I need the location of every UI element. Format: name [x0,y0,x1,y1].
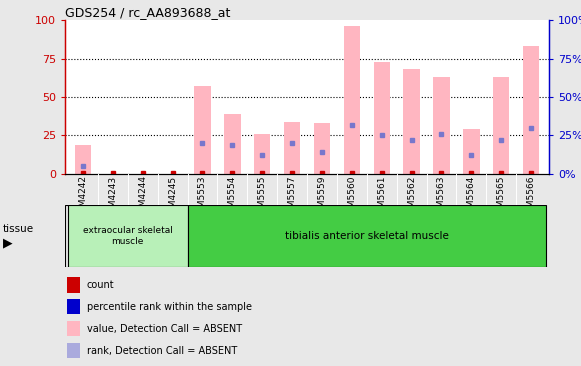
Bar [67,321,80,336]
Text: GSM5554: GSM5554 [228,175,237,219]
Text: GSM4243: GSM4243 [109,175,117,219]
Bar [314,123,330,174]
Text: GSM5565: GSM5565 [497,175,505,219]
Bar [194,86,211,174]
Text: GSM5553: GSM5553 [198,175,207,219]
Text: GSM5561: GSM5561 [377,175,386,219]
Text: GSM5557: GSM5557 [288,175,297,219]
Text: GSM5562: GSM5562 [407,175,416,219]
Bar [374,61,390,174]
Bar [224,114,241,174]
Text: GSM5563: GSM5563 [437,175,446,219]
Text: GSM5564: GSM5564 [467,175,476,219]
Bar [67,299,80,314]
Text: GSM4245: GSM4245 [168,175,177,219]
Bar [188,205,546,267]
Bar [493,77,510,174]
Text: GSM4244: GSM4244 [138,175,147,219]
Bar [254,134,271,174]
Text: GDS254 / rc_AA893688_at: GDS254 / rc_AA893688_at [65,6,231,19]
Text: extraocular skeletal
muscle: extraocular skeletal muscle [83,226,173,246]
Bar [67,277,80,292]
Text: tibialis anterior skeletal muscle: tibialis anterior skeletal muscle [285,231,449,241]
Bar [68,205,188,267]
Text: ▶: ▶ [3,237,13,250]
Text: count: count [87,280,114,291]
Text: GSM5566: GSM5566 [526,175,536,219]
Text: tissue: tissue [3,224,34,234]
Bar [433,77,450,174]
Bar [343,26,360,174]
Bar [523,46,539,174]
Text: rank, Detection Call = ABSENT: rank, Detection Call = ABSENT [87,346,237,356]
Text: GSM5555: GSM5555 [258,175,267,219]
Bar [463,129,479,174]
Text: GSM5559: GSM5559 [317,175,327,219]
Bar [403,69,420,174]
Bar [75,145,91,174]
Text: GSM4242: GSM4242 [78,175,88,219]
Text: value, Detection Call = ABSENT: value, Detection Call = ABSENT [87,324,242,335]
Text: GSM5560: GSM5560 [347,175,356,219]
Bar [284,122,300,174]
Text: percentile rank within the sample: percentile rank within the sample [87,302,252,313]
Bar [67,343,80,358]
